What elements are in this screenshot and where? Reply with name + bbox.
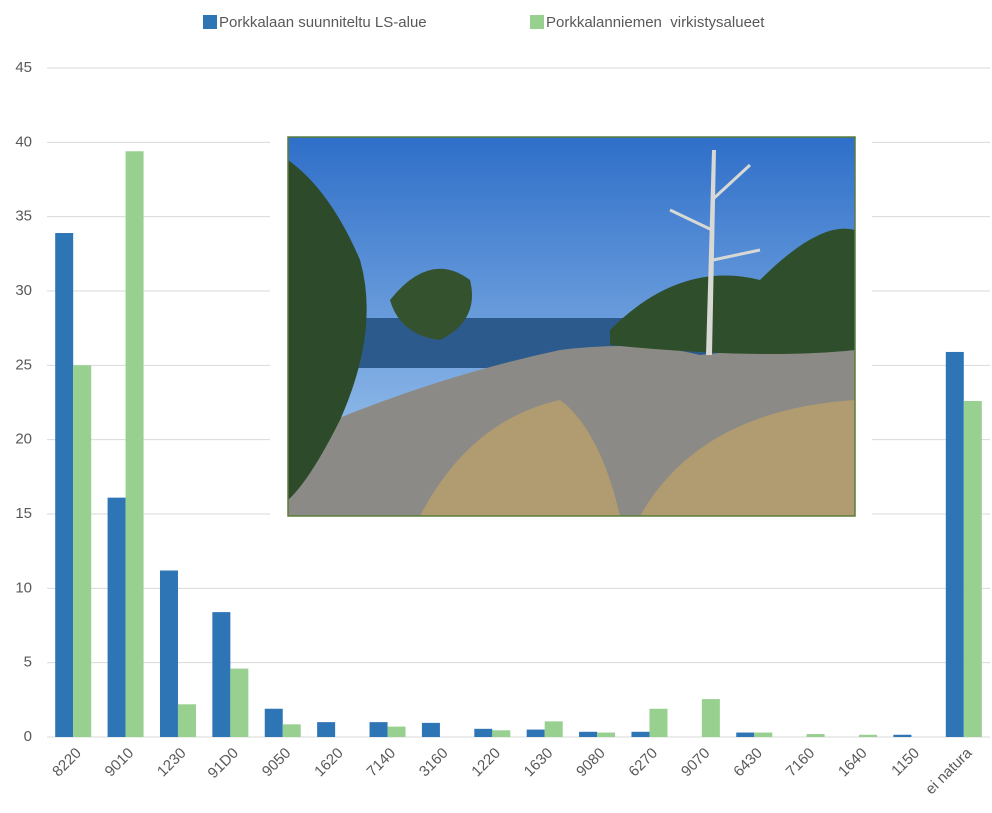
x-tick-label: ei natura	[922, 744, 976, 798]
grass	[420, 400, 855, 516]
bar	[701, 699, 720, 737]
y-tick-label: 20	[15, 431, 32, 448]
x-tick-label: 7160	[783, 745, 819, 781]
x-tick-label: 9010	[102, 745, 138, 781]
y-tick-label: 0	[24, 728, 32, 745]
y-tick-label: 35	[15, 208, 32, 225]
plot-area: 0 5 10 15 20 25 30 35 40 45	[15, 59, 990, 745]
bar	[177, 704, 196, 737]
bar	[282, 724, 301, 737]
x-tick-label: 1150	[888, 745, 923, 780]
bar	[317, 722, 336, 737]
x-tick-label: 6270	[625, 745, 661, 781]
legend-label: Porkkalanniemen virkistysalueet	[546, 14, 765, 31]
x-tick-label: 1640	[835, 745, 871, 781]
x-tick-label: 1620	[311, 745, 347, 781]
legend: Porkkalaan suunniteltu LS-alue Porkkalann…	[203, 14, 765, 31]
bar	[963, 401, 982, 737]
bar	[579, 731, 598, 737]
y-tick-label: 15	[15, 505, 32, 522]
x-tick-label: 9080	[573, 745, 609, 781]
y-tick-label: 5	[24, 654, 32, 671]
bar	[212, 612, 231, 737]
legend-swatch	[530, 15, 544, 29]
trees-right	[610, 228, 855, 354]
bar	[369, 722, 388, 737]
y-tick-label: 25	[15, 356, 32, 373]
bar	[492, 730, 511, 737]
y-tick-label: 45	[15, 59, 32, 76]
dead-branches	[669, 163, 761, 262]
bar	[73, 365, 92, 737]
y-tick-label: 10	[15, 579, 32, 596]
bar	[125, 151, 144, 738]
bar	[806, 734, 825, 737]
bar	[631, 731, 650, 737]
bar	[597, 732, 616, 737]
bar	[474, 728, 493, 737]
bar	[526, 729, 545, 737]
bar	[264, 708, 283, 737]
bar	[945, 351, 964, 737]
legend-swatch	[203, 15, 217, 29]
x-tick-label: 8220	[49, 745, 85, 781]
pine	[390, 268, 472, 340]
bar	[107, 497, 126, 737]
bar	[421, 722, 440, 737]
x-tick-label: 91D0	[205, 745, 242, 782]
bar	[544, 721, 563, 737]
bar	[736, 732, 755, 737]
bar	[649, 708, 668, 737]
bar	[55, 233, 74, 737]
bar	[159, 570, 178, 737]
dead-tree	[706, 150, 716, 355]
bar	[893, 734, 912, 737]
photo-inset	[270, 127, 872, 527]
x-tick-label: 6430	[730, 745, 766, 781]
x-tick-label: 1630	[521, 745, 557, 781]
bar	[387, 726, 406, 737]
x-tick-label: 1230	[154, 745, 190, 781]
x-tick-label: 9050	[259, 745, 295, 781]
legend-label: Porkkalaan suunniteltu LS-alue	[219, 14, 427, 31]
tree-left	[288, 160, 367, 500]
bar	[230, 668, 249, 737]
y-tick-label: 30	[15, 282, 32, 299]
y-tick-label: 40	[15, 133, 32, 150]
bar	[754, 732, 773, 737]
photo-border	[287, 136, 856, 517]
x-tick-label: 7140	[364, 745, 400, 781]
x-tick-label: 1220	[468, 745, 504, 781]
x-tick-label: 3160	[416, 745, 452, 781]
bar	[859, 734, 878, 737]
x-tick-label: 9070	[678, 745, 714, 781]
